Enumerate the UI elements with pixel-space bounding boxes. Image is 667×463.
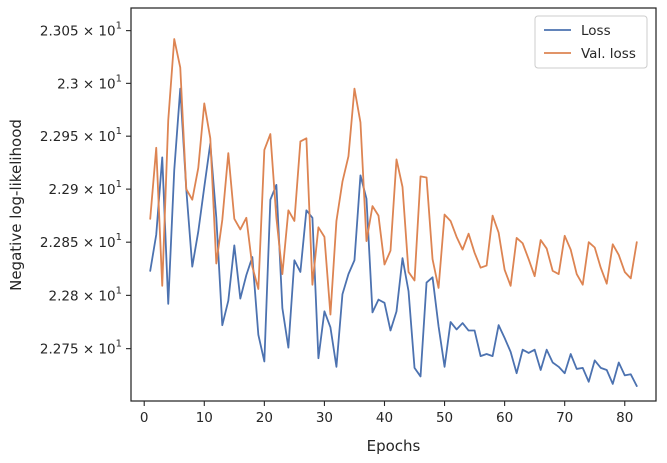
legend-box [534, 15, 648, 69]
y-axis-label: Negative log-likelihood [7, 119, 25, 291]
y-axis: 2.275 × 101 2.28 × 101 2.285 × 101 2.29 × 1… [40, 21, 131, 358]
x-axis: 0 10 20 30 40 50 60 70 80 [140, 401, 633, 426]
x-tick-label: 10 [196, 410, 213, 426]
legend-label-val-loss: Val. loss [581, 46, 636, 62]
series-layer [149, 38, 638, 387]
y-tick-label: 2.305 × 101 [40, 21, 122, 40]
x-tick-label: 60 [496, 410, 513, 426]
series-line-val-loss [149, 38, 638, 316]
x-tick-label: 70 [556, 410, 573, 426]
series-line-loss [149, 87, 638, 387]
x-tick-label: 50 [436, 410, 453, 426]
legend: Loss Val. loss [534, 15, 648, 69]
y-tick-label: 2.295 × 101 [40, 126, 122, 145]
x-tick-label: 40 [376, 410, 393, 426]
y-tick-label: 2.275 × 101 [40, 339, 122, 358]
x-axis-label: Epochs [367, 437, 421, 455]
x-tick-label: 0 [140, 410, 149, 426]
y-tick-label: 2.285 × 101 [40, 232, 122, 251]
x-tick-label: 20 [256, 410, 273, 426]
legend-label-loss: Loss [581, 23, 611, 39]
y-tick-label: 2.29 × 101 [48, 179, 122, 198]
x-tick-label: 30 [316, 410, 333, 426]
y-tick-label: 2.28 × 101 [48, 285, 122, 304]
y-tick-label: 2.3 × 101 [57, 73, 122, 92]
x-tick-label: 80 [616, 410, 633, 426]
plot-frame [130, 7, 657, 402]
